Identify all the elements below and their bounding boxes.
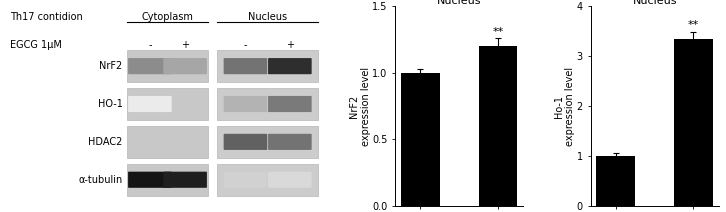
FancyBboxPatch shape — [128, 96, 171, 112]
Bar — [596, 156, 635, 206]
Text: NrF2: NrF2 — [99, 61, 123, 71]
Text: Cytoplasm: Cytoplasm — [142, 12, 193, 22]
Bar — [674, 39, 713, 206]
Text: HO-1: HO-1 — [98, 99, 123, 109]
Bar — [128, 50, 208, 82]
Bar — [217, 50, 318, 82]
FancyBboxPatch shape — [224, 172, 267, 188]
FancyBboxPatch shape — [128, 58, 171, 74]
FancyBboxPatch shape — [163, 58, 207, 74]
Text: -: - — [244, 40, 247, 50]
Bar — [128, 164, 208, 196]
Text: +: + — [286, 40, 294, 50]
Text: **: ** — [492, 27, 504, 37]
FancyBboxPatch shape — [268, 96, 311, 112]
FancyBboxPatch shape — [268, 58, 311, 74]
Bar — [478, 46, 518, 206]
FancyBboxPatch shape — [163, 172, 207, 188]
Bar — [401, 73, 440, 206]
FancyBboxPatch shape — [128, 172, 171, 188]
Bar — [128, 126, 208, 158]
FancyBboxPatch shape — [224, 58, 267, 74]
Bar — [128, 88, 208, 120]
Y-axis label: NrF2
expression level: NrF2 expression level — [349, 66, 371, 146]
Bar — [217, 164, 318, 196]
Text: Nucleus: Nucleus — [248, 12, 287, 22]
Title: Nucleus: Nucleus — [632, 0, 677, 6]
FancyBboxPatch shape — [268, 134, 311, 150]
Text: HDAC2: HDAC2 — [89, 137, 123, 147]
Text: +: + — [181, 40, 189, 50]
FancyBboxPatch shape — [268, 172, 311, 188]
Text: EGCG 1μM: EGCG 1μM — [10, 40, 62, 50]
Bar — [217, 126, 318, 158]
Text: Th17 contidion: Th17 contidion — [10, 12, 83, 22]
Text: -: - — [148, 40, 152, 50]
Y-axis label: Ho-1
expression level: Ho-1 expression level — [554, 66, 575, 146]
FancyBboxPatch shape — [224, 96, 267, 112]
Title: Nucleus: Nucleus — [437, 0, 481, 6]
Text: **: ** — [688, 20, 699, 30]
Text: α-tubulin: α-tubulin — [78, 175, 123, 185]
Bar — [217, 88, 318, 120]
FancyBboxPatch shape — [224, 134, 267, 150]
